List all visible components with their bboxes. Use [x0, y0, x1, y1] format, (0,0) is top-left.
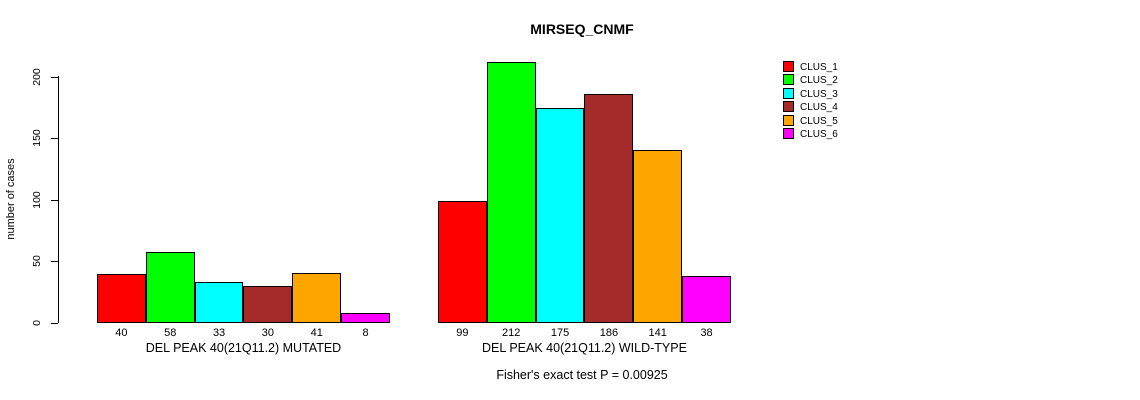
bar-value-label: 99 [456, 327, 469, 339]
chart-title: MIRSEQ_CNMF [530, 21, 634, 37]
y-axis-label: number of cases [5, 158, 17, 240]
bar-clus_6-group1 [682, 276, 731, 323]
bar-clus_1-group1 [438, 201, 487, 323]
fisher-test-caption: Fisher's exact test P = 0.00925 [496, 368, 668, 382]
bar-value-label: 8 [362, 327, 369, 339]
y-axis-tick [51, 138, 58, 139]
legend-label: CLUS_6 [800, 129, 838, 140]
bar-clus_5-group0 [292, 272, 342, 323]
bar-value-label: 141 [648, 327, 667, 339]
y-axis-tick [51, 261, 58, 262]
group-label-1: DEL PEAK 40(21Q11.2) WILD-TYPE [482, 341, 687, 355]
bar-value-label: 212 [502, 327, 521, 339]
y-axis-tick-label: 100 [31, 190, 43, 209]
y-axis-tick-label: 150 [31, 129, 43, 147]
bar-clus_1-group0 [97, 273, 146, 323]
legend-label: CLUS_5 [800, 115, 838, 127]
legend-swatch-clus_2 [783, 74, 794, 86]
bar-clus_5-group1 [633, 149, 683, 323]
bar-value-label: 58 [164, 327, 177, 339]
bar-clus_4-group1 [584, 94, 634, 323]
bar-clus_3-group1 [535, 107, 585, 323]
bar-value-label: 30 [261, 327, 275, 339]
legend-swatch-clus_4 [783, 101, 794, 113]
bar-value-label: 186 [599, 327, 619, 339]
legend-swatch-clus_3 [783, 87, 794, 99]
group-label-0: DEL PEAK 40(21Q11.2) MUTATED [145, 341, 342, 355]
bar-value-label: 175 [550, 327, 570, 339]
legend-label: CLUS_1 [800, 62, 838, 73]
bar-value-label: 38 [700, 327, 713, 339]
bar-clus_4-group0 [243, 286, 293, 323]
legend-label: CLUS_4 [800, 102, 838, 114]
y-axis-tick [51, 322, 58, 324]
legend-label: CLUS_2 [800, 75, 838, 87]
bar-value-label: 40 [115, 327, 128, 339]
y-axis-tick [51, 76, 58, 78]
legend-swatch-clus_1 [783, 61, 794, 72]
bar-value-label: 33 [212, 327, 226, 339]
y-axis-tick-label: 50 [31, 255, 43, 267]
bar-clus_2-group1 [486, 62, 536, 323]
legend-swatch-clus_5 [783, 114, 794, 126]
legend-swatch-clus_6 [783, 128, 794, 139]
y-axis-tick-label: 0 [31, 319, 43, 326]
bar-clus_6-group0 [341, 313, 390, 323]
legend-label: CLUS_3 [800, 88, 838, 100]
bar-value-label: 41 [310, 327, 323, 339]
legend: CLUS_1 CLUS_2 CLUS_3 CLUS_4 CLUS_5 CLUS_6 [783, 61, 903, 151]
y-axis-line [58, 76, 59, 323]
bar-clus_2-group0 [145, 251, 195, 323]
bar-clus_3-group0 [194, 282, 244, 323]
y-axis-tick [51, 199, 58, 201]
y-axis-tick-label: 200 [31, 67, 43, 86]
